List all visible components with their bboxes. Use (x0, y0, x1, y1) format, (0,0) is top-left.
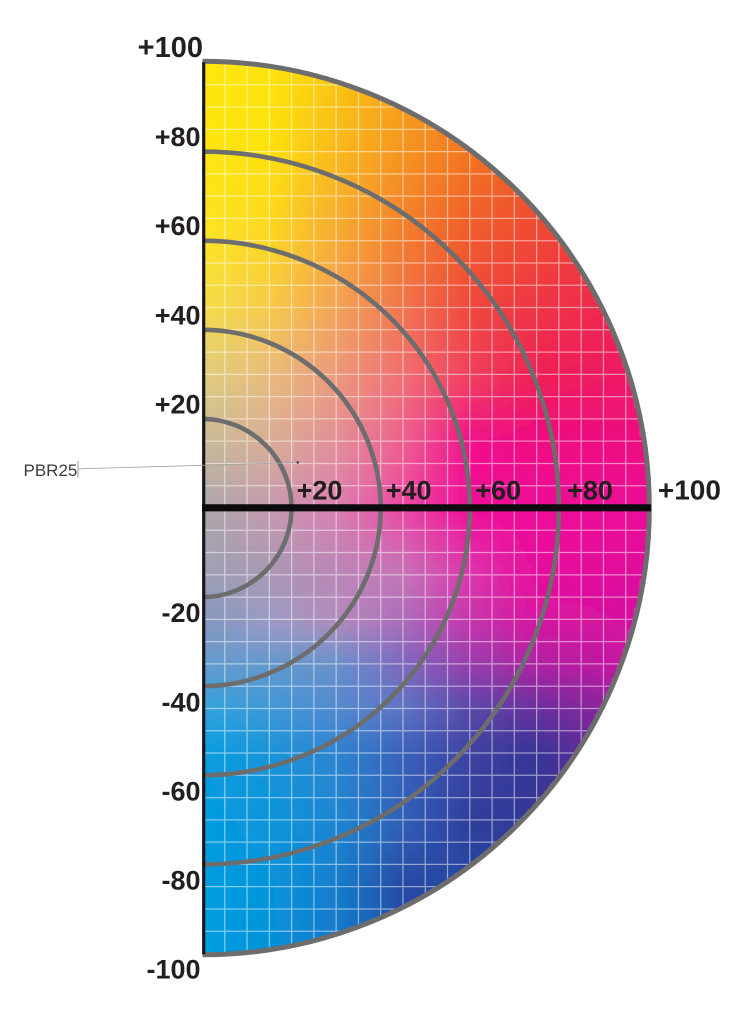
svg-text:+40: +40 (155, 300, 201, 330)
svg-text:+80: +80 (567, 476, 613, 506)
svg-text:-80: -80 (161, 866, 200, 896)
svg-text:+40: +40 (386, 476, 432, 506)
svg-text:+60: +60 (475, 476, 521, 506)
svg-text:+20: +20 (155, 390, 201, 420)
svg-text:-60: -60 (161, 777, 200, 807)
svg-text:+100: +100 (138, 32, 203, 64)
svg-text:+20: +20 (297, 476, 343, 506)
svg-text:+60: +60 (155, 211, 201, 241)
svg-text:PBR25: PBR25 (24, 461, 78, 480)
svg-text:-100: -100 (146, 955, 200, 985)
svg-text:+100: +100 (658, 475, 721, 506)
svg-text:+80: +80 (155, 122, 201, 152)
svg-text:-40: -40 (161, 687, 200, 717)
svg-text:-20: -20 (161, 598, 200, 628)
